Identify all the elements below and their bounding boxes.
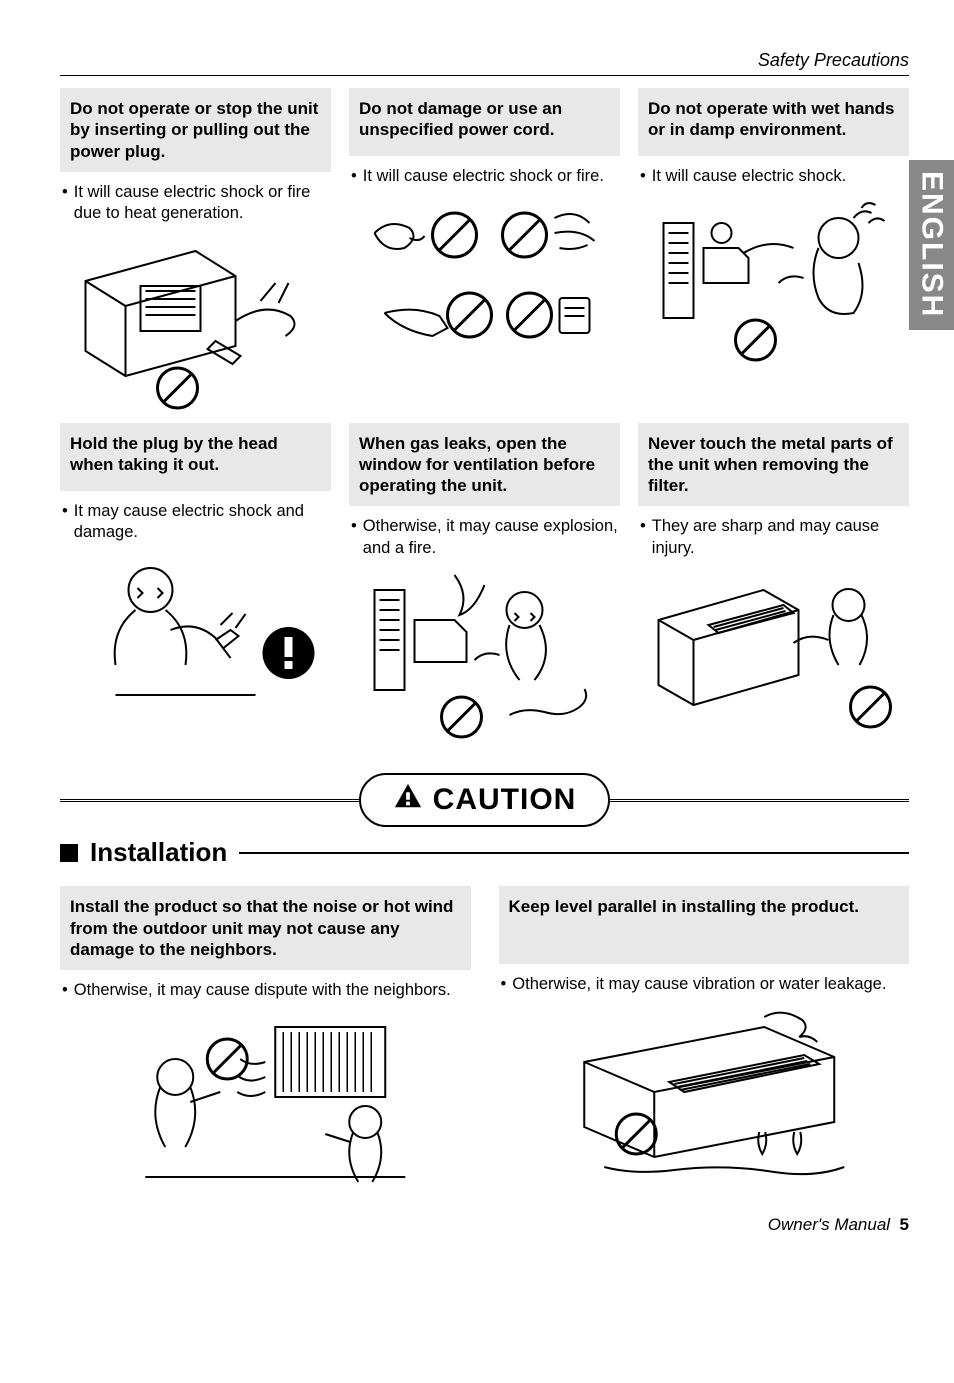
header-section-label: Safety Precautions (60, 50, 909, 71)
caution-label: CAUTION (433, 783, 577, 817)
installation-b-illustration (499, 1002, 910, 1192)
precaution-1b-title: Do not damage or use an unspecified powe… (349, 88, 620, 156)
language-tab: ENGLISH (909, 160, 954, 330)
caution-banner: CAUTION (60, 773, 909, 827)
precaution-1b: Do not damage or use an unspecified powe… (349, 88, 620, 411)
precaution-2b: When gas leaks, open the window for vent… (349, 423, 620, 746)
precaution-1c-illustration (638, 193, 909, 373)
square-bullet-icon (60, 844, 78, 862)
precaution-2c-illustration (638, 565, 909, 745)
precaution-2a: Hold the plug by the head when taking it… (60, 423, 331, 746)
precaution-1b-illustration (349, 193, 620, 373)
precaution-2b-title: When gas leaks, open the window for vent… (349, 423, 620, 507)
banner-line-left (60, 799, 359, 802)
installation-b: Keep level parallel in installing the pr… (499, 886, 910, 1197)
precaution-1c-body: It will cause electric shock. (638, 156, 909, 189)
precaution-2a-title: Hold the plug by the head when taking it… (60, 423, 331, 491)
precaution-1c: Do not operate with wet hands or in damp… (638, 88, 909, 411)
precaution-row-1: Do not operate or stop the unit by inser… (60, 88, 909, 411)
precaution-2c: Never touch the metal parts of the unit … (638, 423, 909, 746)
precaution-1a: Do not operate or stop the unit by inser… (60, 88, 331, 411)
page-footer: Owner's Manual 5 (60, 1215, 909, 1235)
installation-a-illustration (60, 1007, 471, 1197)
installation-b-body: Otherwise, it may cause vibration or wat… (499, 964, 910, 997)
installation-a: Install the product so that the noise or… (60, 886, 471, 1197)
installation-row: Install the product so that the noise or… (60, 886, 909, 1197)
precaution-2b-illustration (349, 565, 620, 745)
precaution-1a-body: It will cause electric shock or fire due… (60, 172, 331, 227)
footer-doc-title: Owner's Manual (768, 1215, 890, 1234)
precaution-1a-illustration (60, 231, 331, 411)
installation-heading: Installation (90, 837, 227, 868)
warning-triangle-icon (393, 781, 423, 819)
precaution-2a-body: It may cause electric shock and damage. (60, 491, 331, 546)
footer-page-number: 5 (900, 1215, 909, 1234)
installation-a-title: Install the product so that the noise or… (60, 886, 471, 970)
precaution-2c-title: Never touch the metal parts of the unit … (638, 423, 909, 507)
precaution-1b-body: It will cause electric shock or fire. (349, 156, 620, 189)
precaution-2c-body: They are sharp and may cause injury. (638, 506, 909, 561)
precaution-1c-title: Do not operate with wet hands or in damp… (638, 88, 909, 156)
page: Safety Precautions ENGLISH Do not operat… (0, 0, 954, 1260)
precaution-2a-illustration (60, 550, 331, 730)
installation-a-body: Otherwise, it may cause dispute with the… (60, 970, 471, 1003)
installation-b-title: Keep level parallel in installing the pr… (499, 886, 910, 964)
banner-line-right (610, 799, 909, 802)
installation-heading-row: Installation (60, 837, 909, 868)
precaution-row-2: Hold the plug by the head when taking it… (60, 423, 909, 746)
precaution-1a-title: Do not operate or stop the unit by inser… (60, 88, 331, 172)
caution-pill: CAUTION (359, 773, 611, 827)
header-rule (60, 75, 909, 76)
precaution-2b-body: Otherwise, it may cause explosion, and a… (349, 506, 620, 561)
heading-rule (239, 852, 909, 854)
